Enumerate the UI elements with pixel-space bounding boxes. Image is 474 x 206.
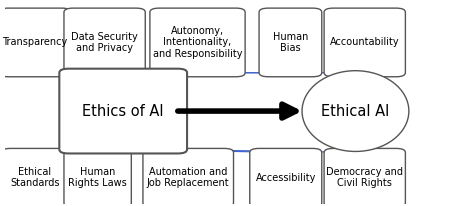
- Text: Transparency: Transparency: [2, 37, 68, 47]
- Text: Human
Rights Laws: Human Rights Laws: [68, 167, 127, 188]
- FancyBboxPatch shape: [0, 8, 71, 77]
- Text: Ethical AI: Ethical AI: [321, 104, 390, 119]
- FancyBboxPatch shape: [64, 8, 145, 77]
- FancyBboxPatch shape: [64, 149, 131, 206]
- FancyBboxPatch shape: [150, 8, 245, 77]
- Text: Democracy and
Civil Rights: Democracy and Civil Rights: [326, 167, 403, 188]
- Text: Accessibility: Accessibility: [255, 173, 316, 183]
- Text: Autonomy,
Intentionality,
and Responsibility: Autonomy, Intentionality, and Responsibi…: [153, 26, 242, 59]
- FancyBboxPatch shape: [250, 149, 322, 206]
- Text: Ethics of AI: Ethics of AI: [82, 104, 164, 119]
- Text: Human
Bias: Human Bias: [273, 32, 308, 53]
- Text: Accountability: Accountability: [330, 37, 400, 47]
- Text: Automation and
Job Replacement: Automation and Job Replacement: [147, 167, 229, 188]
- FancyBboxPatch shape: [324, 8, 405, 77]
- FancyBboxPatch shape: [143, 149, 234, 206]
- Text: Data Security
and Privacy: Data Security and Privacy: [71, 32, 138, 53]
- FancyBboxPatch shape: [1, 149, 69, 206]
- Ellipse shape: [302, 71, 409, 151]
- FancyBboxPatch shape: [59, 69, 187, 153]
- FancyBboxPatch shape: [324, 149, 405, 206]
- Text: Ethical
Standards: Ethical Standards: [10, 167, 60, 188]
- FancyBboxPatch shape: [259, 8, 322, 77]
